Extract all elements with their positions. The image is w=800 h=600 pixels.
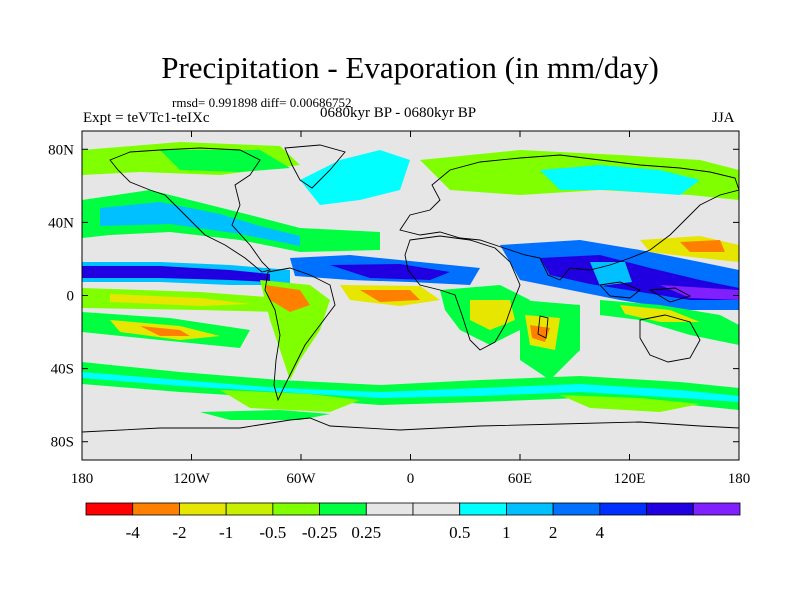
colorbar-swatch — [365, 502, 414, 516]
colorbar-swatch — [272, 502, 320, 516]
pe-patch — [110, 294, 250, 306]
coastline-madagascar — [537, 315, 549, 339]
colorbar-swatch — [412, 502, 461, 516]
lon-tick-label: 180 — [71, 471, 94, 487]
pe-patch — [660, 285, 739, 300]
colorbar-swatch — [85, 502, 134, 516]
pe-patch — [140, 326, 190, 336]
pe-patch — [590, 262, 632, 286]
colorbar-label: -4 — [126, 523, 141, 542]
lon-tick-label: 120E — [614, 471, 646, 487]
colorbar-label: -1 — [219, 523, 233, 542]
pe-patch — [360, 290, 420, 302]
longitude-axis: 180 120W 60W 0 60E 120E 180 — [71, 131, 751, 487]
pe-patch — [82, 418, 739, 460]
colorbar-swatch — [552, 502, 601, 516]
coastlines — [82, 144, 739, 433]
pe-patch — [160, 150, 290, 172]
pe-patch — [560, 395, 700, 412]
coastline-australia — [639, 314, 701, 363]
colorbar-label: -2 — [172, 523, 186, 542]
lon-tick-label: 60W — [286, 471, 316, 487]
colorbar-swatch — [225, 502, 274, 516]
pe-patch — [82, 266, 270, 282]
coastline-greenland — [284, 144, 346, 189]
lon-tick-label: 0 — [407, 471, 415, 487]
coastline-antarctica — [82, 417, 739, 433]
lon-tick-label: 180 — [728, 471, 751, 487]
rmsd-diff-stats: rmsd= 0.991898 diff= 0.00686752 — [172, 95, 352, 110]
pe-patch — [200, 410, 330, 420]
pe-patch — [82, 372, 739, 402]
coastline-africa — [404, 235, 521, 351]
pe-patch — [680, 240, 725, 252]
colorbar-swatch — [506, 502, 554, 516]
pe-patch — [265, 285, 310, 312]
colorbar-swatch — [319, 502, 367, 516]
coastline-maritime-continent — [599, 281, 641, 299]
map-title: Precipitation - Evaporation (in mm/day) — [161, 50, 659, 85]
colorbar-label: 1 — [502, 523, 511, 542]
pe-patch — [470, 300, 515, 330]
pe-patch — [620, 305, 700, 322]
colorbar-swatch — [599, 502, 647, 516]
colorbar: -4 -2 -1 -0.5 -0.25 0.25 0.5 1 2 4 — [85, 502, 741, 542]
period-label: 0680kyr BP - 0680kyr BP — [320, 105, 477, 121]
colorbar-swatch — [646, 502, 694, 516]
colorbar-swatch — [179, 502, 227, 516]
lon-tick-label: 120W — [173, 471, 211, 487]
coastline-eurasia — [399, 154, 739, 281]
lat-tick-label: 40N — [48, 215, 74, 231]
colorbar-swatch — [459, 502, 507, 516]
latitude-axis: 80N 40N 0 40S 80S — [48, 142, 739, 451]
pe-patch — [330, 264, 450, 280]
season-label: JJA — [712, 110, 735, 126]
pe-patch — [100, 202, 300, 246]
colorbar-label: 0.5 — [449, 523, 470, 542]
lat-tick-label: 0 — [67, 289, 75, 305]
colorbar-label: 0.25 — [351, 523, 381, 542]
map-plot: 80N 40N 0 40S 80S 180 120W 60W 0 60E 120E 180 — [48, 130, 751, 487]
coastline-new-guinea — [648, 287, 692, 303]
pe-patch — [220, 390, 360, 412]
pe-patch — [300, 150, 410, 205]
experiment-label: Expt = teVTc1-teIXc — [83, 110, 210, 126]
pe-patch — [260, 280, 330, 380]
lat-tick-label: 80S — [51, 435, 74, 451]
coastline-south-america — [264, 267, 336, 402]
colorbar-swatch — [132, 502, 180, 516]
colorbar-label: 2 — [549, 523, 558, 542]
lat-tick-label: 80N — [48, 142, 74, 158]
lon-tick-label: 60E — [508, 471, 532, 487]
colorbar-swatch — [692, 502, 741, 516]
pe-field — [82, 142, 739, 460]
coastline-north-america — [109, 147, 271, 273]
colorbar-label: -0.5 — [259, 523, 286, 542]
colorbar-label: 4 — [596, 523, 605, 542]
pe-patch — [540, 165, 700, 195]
colorbar-label: -0.25 — [302, 523, 337, 542]
lat-tick-label: 40S — [51, 362, 74, 378]
